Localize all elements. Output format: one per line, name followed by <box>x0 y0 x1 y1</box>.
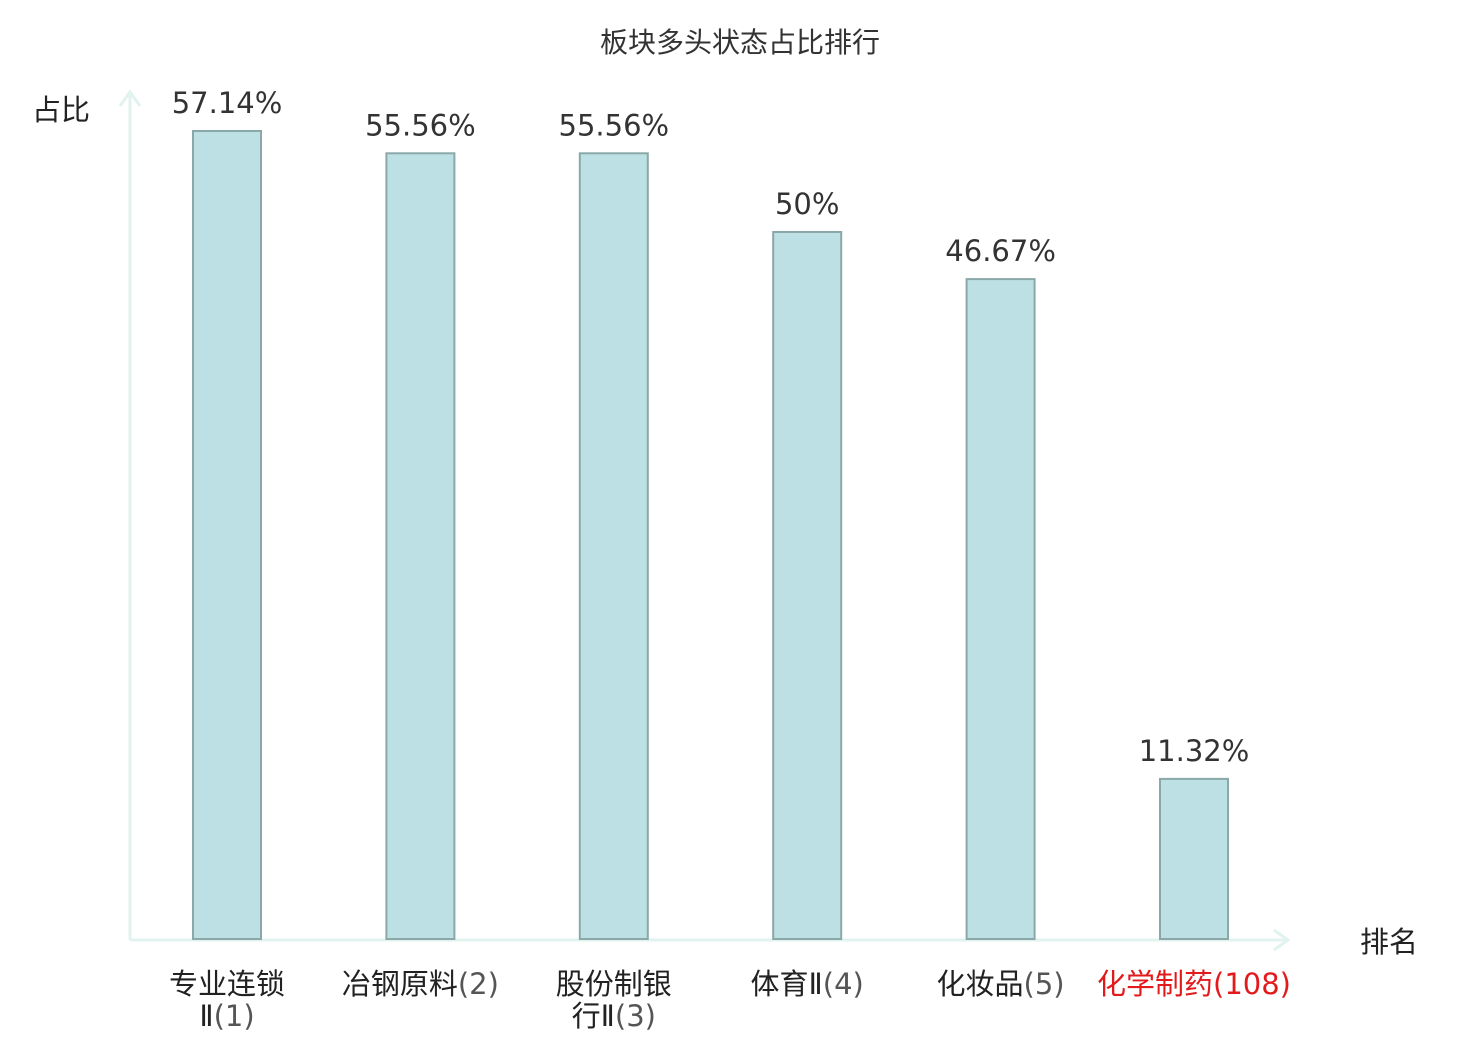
bar <box>578 152 649 941</box>
category-name-cont: Ⅱ <box>199 999 213 1033</box>
category-rank: (4) <box>823 967 864 1001</box>
category-rank: (2) <box>458 967 499 1001</box>
chart-title: 板块多头状态占比排行 <box>600 26 880 59</box>
category-rank: (1) <box>214 999 255 1033</box>
bar <box>772 231 843 940</box>
data-label: 50% <box>775 187 839 221</box>
axes <box>118 89 1291 952</box>
category-tick-label: 化妆品(5) <box>937 967 1065 1001</box>
category-rank: (3) <box>615 999 656 1033</box>
category-tick-label-line2: Ⅱ(1) <box>199 999 254 1033</box>
value-labels: 57.14% 55.56% 55.56% 50% 46.67% 11.32% <box>172 86 1250 768</box>
bar-series <box>192 130 1229 941</box>
data-label: 55.56% <box>365 108 476 142</box>
category-tick-label: 专业连锁 <box>169 967 285 1001</box>
category-name: 股份制银 <box>556 967 672 1001</box>
bar <box>385 152 456 941</box>
category-name-cont: 行Ⅱ <box>572 999 615 1033</box>
category-name: 专业连锁 <box>169 967 285 1001</box>
x-axis-label: 排名 <box>1360 925 1418 959</box>
category-tick-label: 股份制银 <box>556 967 672 1001</box>
category-rank: (5) <box>1024 967 1065 1001</box>
category-name: 化妆品 <box>937 967 1024 1001</box>
data-label: 57.14% <box>172 86 283 120</box>
category-tick-label: 化学制药(108) <box>1097 967 1291 1001</box>
data-label: 46.67% <box>945 234 1056 268</box>
y-axis-label: 占比 <box>32 93 90 127</box>
bar <box>192 130 262 940</box>
x-axis-arrow <box>1273 928 1291 952</box>
category-tick-label-line2: 行Ⅱ(3) <box>572 999 656 1033</box>
bar <box>1159 777 1229 941</box>
category-name: 冶钢原料 <box>342 967 458 1001</box>
category-name: 体育Ⅱ <box>751 967 823 1001</box>
data-label: 55.56% <box>559 108 670 142</box>
y-axis-arrow <box>118 89 142 107</box>
data-label: 11.32% <box>1139 734 1250 768</box>
category-tick-label: 冶钢原料(2) <box>342 967 499 1001</box>
category-rank: (108) <box>1213 967 1291 1001</box>
bar <box>965 278 1036 941</box>
category-name: 化学制药 <box>1097 967 1213 1001</box>
category-tick-label: 体育Ⅱ(4) <box>751 967 864 1001</box>
